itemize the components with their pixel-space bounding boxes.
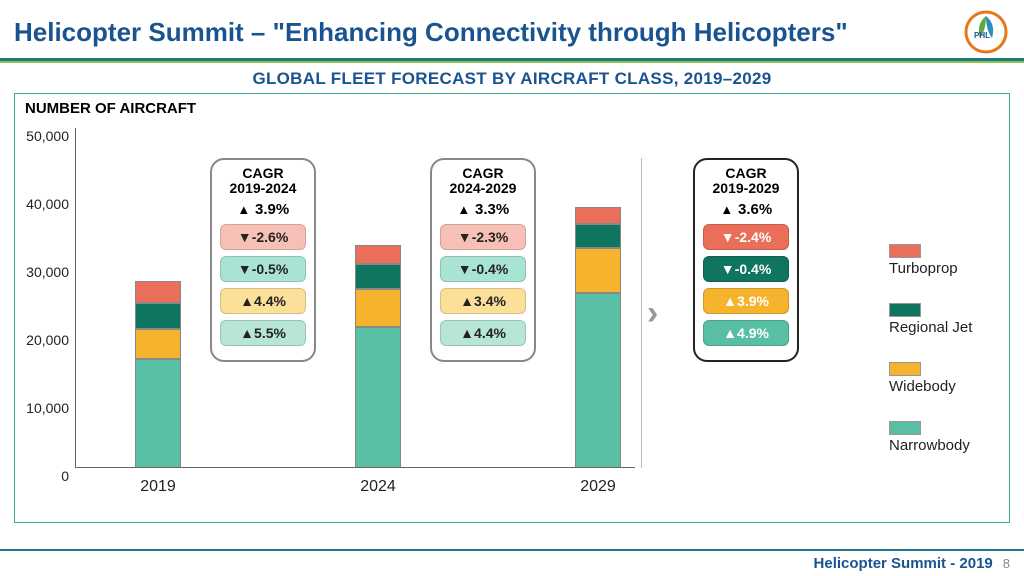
bar-segment bbox=[575, 293, 621, 468]
y-tick-label: 10,000 bbox=[15, 400, 69, 416]
bar-segment bbox=[575, 207, 621, 224]
cagr-row: ▲3.4% bbox=[440, 288, 526, 314]
bar-segment bbox=[135, 281, 181, 303]
cagr-row: ▼-2.3% bbox=[440, 224, 526, 250]
bar-segment bbox=[135, 329, 181, 360]
bar-segment bbox=[355, 264, 401, 289]
cagr-panel: CAGR2024-2029 ▲ 3.3% ▼-2.3% ▼-0.4% ▲3.4% ▲4.4… bbox=[430, 158, 536, 362]
cagr-row: ▲4.4% bbox=[440, 320, 526, 346]
legend-item: Turboprop bbox=[889, 244, 1009, 277]
legend-swatch bbox=[889, 303, 921, 317]
chart-container: NUMBER OF AIRCRAFT 0 10,000 20,000 30,000 40… bbox=[14, 93, 1010, 523]
cagr-row: ▼-2.4% bbox=[703, 224, 789, 250]
cagr-heading: CAGR2019-2024 bbox=[218, 166, 308, 197]
cagr-row: ▲3.9% bbox=[703, 288, 789, 314]
y-tick-label: 0 bbox=[15, 468, 69, 484]
x-tick-label: 2029 bbox=[580, 478, 616, 496]
bar-stack: 2019 bbox=[135, 281, 181, 468]
legend-label: Narrowbody bbox=[889, 437, 1009, 454]
y-tick-label: 50,000 bbox=[15, 128, 69, 144]
bar-stack: 2029 bbox=[575, 207, 621, 468]
cagr-row: ▼-0.4% bbox=[440, 256, 526, 282]
chart-title: GLOBAL FLEET FORECAST BY AIRCRAFT CLASS,… bbox=[0, 63, 1024, 93]
cagr-total: ▲ 3.9% bbox=[218, 201, 308, 218]
legend-swatch bbox=[889, 362, 921, 376]
bar-segment bbox=[355, 327, 401, 468]
y-tick-label: 40,000 bbox=[15, 196, 69, 212]
x-tick-label: 2019 bbox=[140, 478, 176, 496]
bar-stack: 2024 bbox=[355, 245, 401, 468]
footer-text: Helicopter Summit - 2019 bbox=[814, 555, 993, 572]
page-number: 8 bbox=[1003, 556, 1010, 571]
bar-segment bbox=[135, 359, 181, 468]
y-axis-label: NUMBER OF AIRCRAFT bbox=[25, 100, 196, 117]
y-tick-label: 20,000 bbox=[15, 332, 69, 348]
legend-item: Regional Jet bbox=[889, 303, 1009, 336]
cagr-total: ▲ 3.6% bbox=[701, 201, 791, 218]
y-tick-label: 30,000 bbox=[15, 264, 69, 280]
bar-segment bbox=[135, 303, 181, 329]
cagr-heading: CAGR2019-2029 bbox=[701, 166, 791, 197]
bar-segment bbox=[575, 224, 621, 248]
header: Helicopter Summit – "Enhancing Connectiv… bbox=[0, 0, 1024, 58]
bar-segment bbox=[575, 248, 621, 292]
chevron-right-icon: › bbox=[647, 294, 658, 333]
logo-icon: PHL bbox=[962, 8, 1010, 56]
page-title: Helicopter Summit – "Enhancing Connectiv… bbox=[14, 17, 848, 48]
divider-vertical bbox=[641, 158, 642, 468]
legend-swatch bbox=[889, 421, 921, 435]
chart-plot: 2019 2024 2029 bbox=[75, 128, 635, 468]
legend-label: Regional Jet bbox=[889, 319, 1009, 336]
cagr-panel: CAGR2019-2024 ▲ 3.9% ▼-2.6% ▼-0.5% ▲4.4% ▲5.5… bbox=[210, 158, 316, 362]
legend: Turboprop Regional Jet Widebody Narrowbody bbox=[889, 244, 1009, 480]
footer: Helicopter Summit - 2019 8 bbox=[0, 549, 1024, 576]
legend-label: Turboprop bbox=[889, 260, 1009, 277]
x-tick-label: 2024 bbox=[360, 478, 396, 496]
bar-segment bbox=[355, 289, 401, 326]
cagr-row: ▲4.4% bbox=[220, 288, 306, 314]
cagr-panel: CAGR2019-2029 ▲ 3.6% ▼-2.4% ▼-0.4% ▲3.9% ▲4.9… bbox=[693, 158, 799, 362]
legend-item: Narrowbody bbox=[889, 421, 1009, 454]
bar-segment bbox=[355, 245, 401, 264]
cagr-row: ▼-2.6% bbox=[220, 224, 306, 250]
legend-label: Widebody bbox=[889, 378, 1009, 395]
cagr-row: ▼-0.4% bbox=[703, 256, 789, 282]
cagr-row: ▲5.5% bbox=[220, 320, 306, 346]
cagr-total: ▲ 3.3% bbox=[438, 201, 528, 218]
legend-swatch bbox=[889, 244, 921, 258]
legend-item: Widebody bbox=[889, 362, 1009, 395]
svg-text:PHL: PHL bbox=[974, 31, 990, 40]
cagr-row: ▼-0.5% bbox=[220, 256, 306, 282]
cagr-heading: CAGR2024-2029 bbox=[438, 166, 528, 197]
cagr-row: ▲4.9% bbox=[703, 320, 789, 346]
